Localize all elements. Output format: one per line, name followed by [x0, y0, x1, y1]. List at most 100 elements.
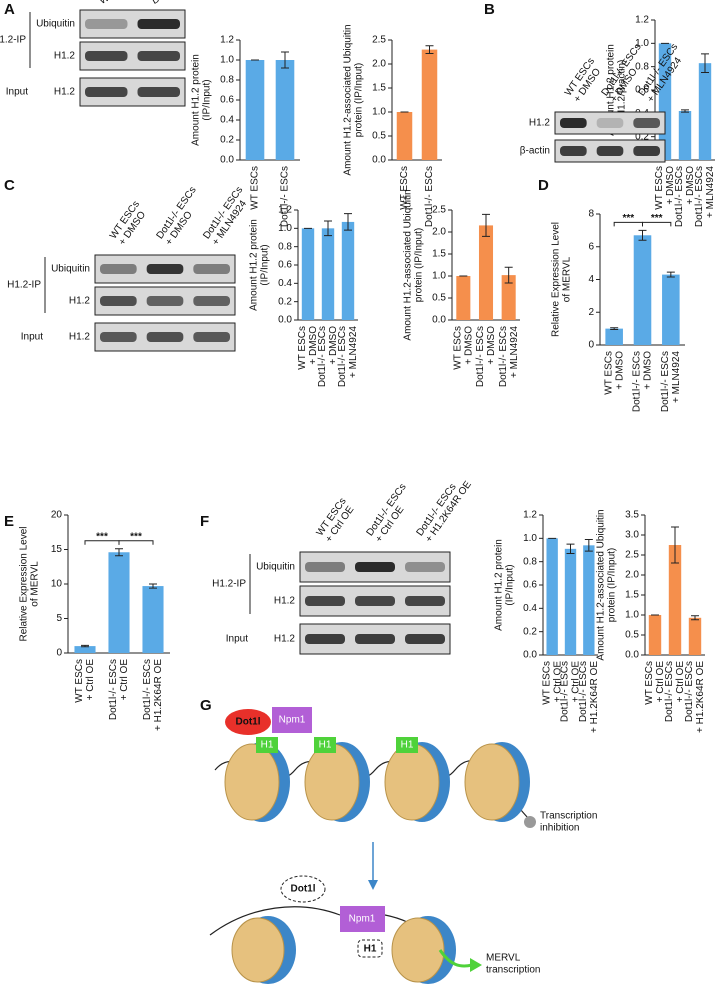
y-tick-label: 1.2 — [635, 15, 649, 26]
error-bar — [425, 45, 434, 54]
blot-band — [100, 296, 137, 306]
x-tick-label: + MLN4924 — [509, 326, 520, 378]
group-label: Input — [6, 87, 28, 98]
blot-band — [193, 332, 230, 342]
y-tick-label: 1.0 — [625, 610, 639, 621]
x-tick-label: WT ESCs — [654, 166, 665, 210]
panel-letter: A — [4, 1, 15, 18]
blot-band — [305, 634, 345, 644]
blot-band — [100, 264, 137, 274]
blot-band — [146, 332, 184, 342]
bar — [478, 225, 494, 320]
blot-band — [137, 87, 180, 97]
y-axis-label: of MERVL — [562, 256, 573, 302]
error-bar — [344, 213, 352, 231]
error-bar — [681, 109, 689, 113]
blot-band — [85, 51, 128, 61]
error-bar — [671, 526, 679, 564]
x-tick-label: Dot1l-/- ESCs — [317, 326, 328, 387]
x-tick-label: WT ESCs — [74, 659, 85, 703]
y-tick-label: 0.5 — [432, 293, 446, 304]
x-tick-label: + DMSO — [328, 326, 339, 365]
y-tick-label: 4 — [588, 274, 594, 285]
x-tick-label: + Ctrl OE — [571, 661, 582, 703]
blot-band — [193, 296, 230, 306]
y-tick-label: 0.5 — [625, 630, 639, 641]
x-tick-label: WT ESCs — [452, 326, 463, 370]
npm1-label: Npm1 — [279, 715, 306, 726]
blot-band — [355, 596, 395, 606]
y-tick-label: 0.8 — [220, 75, 234, 86]
y-tick-label: 3.5 — [625, 510, 639, 521]
bar — [341, 221, 355, 320]
y-tick-label: 1.0 — [220, 55, 234, 66]
y-tick-label: 0.6 — [278, 260, 292, 271]
group-label: H1.2-IP — [0, 35, 26, 46]
group-label: H1.2-IP — [7, 280, 41, 291]
dot1l-free-shape — [280, 875, 326, 903]
error-bar — [504, 266, 513, 284]
h1-free-label: H1 — [364, 944, 377, 955]
npm1-label: Npm1 — [349, 914, 376, 925]
y-tick-label: 1.0 — [523, 533, 537, 544]
y-axis-label: Relative Expression Level — [551, 222, 562, 337]
blot-band — [305, 562, 345, 572]
bar — [321, 228, 335, 320]
panel-letter: D — [538, 177, 549, 194]
mervl-label: MERVL — [486, 953, 521, 964]
h1-shape — [314, 737, 336, 753]
x-tick-label: Dot1l-/- ESCs — [560, 661, 571, 722]
significance-bracket — [118, 540, 154, 545]
x-tick-label: Dot1l-/- ESCs — [108, 659, 119, 720]
y-axis-label: Amount H1.2-associated Ubiquitin — [403, 189, 414, 340]
x-tick-label: + H1.2K64R OE — [695, 661, 706, 733]
x-tick-label: Dot1l-/- ESCs — [632, 351, 643, 412]
y-tick-label: 0.8 — [635, 61, 649, 72]
transcription-arrow-head — [470, 958, 482, 972]
blot-row-label: Ubiquitin — [36, 19, 75, 30]
y-axis-label: (IP/Input) — [202, 79, 213, 120]
x-tick-label: + DMSO — [308, 326, 319, 365]
npm1-shape — [340, 906, 385, 932]
x-tick-label: + DMSO — [486, 326, 497, 365]
significance-label: *** — [130, 531, 142, 542]
y-tick-label: 1.0 — [278, 223, 292, 234]
blot-band — [405, 634, 445, 644]
y-tick-label: 1.5 — [432, 249, 446, 260]
y-tick-label: 1.5 — [625, 590, 639, 601]
blot-band — [137, 19, 180, 29]
y-axis-label: (IP/Input) — [260, 244, 271, 285]
y-tick-label: 0.8 — [523, 556, 537, 567]
bar — [668, 545, 682, 655]
blot-band — [405, 596, 445, 606]
mervl-label: transcription — [486, 965, 540, 976]
y-axis-label: Amount H1.2 protein — [494, 539, 505, 631]
inhibition-end — [524, 816, 536, 828]
y-tick-label: 1.0 — [432, 271, 446, 282]
blot-band — [193, 264, 230, 274]
y-tick-label: 0.2 — [635, 131, 649, 142]
bar — [396, 112, 413, 160]
x-tick-label: Dot1l-/- ESCs — [475, 326, 486, 387]
x-tick-label: + Ctrl OE — [85, 659, 96, 701]
blot-band — [85, 87, 128, 97]
error-bar — [281, 51, 289, 69]
bar — [633, 235, 652, 345]
dot1l-shape — [225, 709, 271, 735]
error-bar — [610, 327, 619, 330]
h1-shape — [396, 737, 418, 753]
y-axis-label: of MERVL — [30, 561, 41, 607]
x-tick-label: Dot1l-/- ESCs — [664, 661, 675, 722]
y-tick-label: 0.0 — [625, 650, 639, 661]
y-axis-label: Relative Expression Level — [19, 526, 30, 641]
x-tick-label: Dot1l-/- ESCs — [424, 166, 435, 227]
group-label: Input — [226, 634, 248, 645]
y-tick-label: 0.6 — [523, 580, 537, 591]
blot-row-label: H1.2 — [69, 332, 91, 343]
bar — [245, 60, 265, 160]
y-tick-label: 0.2 — [523, 626, 537, 637]
x-tick-label: + MLN4924 — [705, 166, 716, 218]
y-tick-label: 15 — [51, 544, 63, 555]
blot-row — [554, 111, 666, 135]
